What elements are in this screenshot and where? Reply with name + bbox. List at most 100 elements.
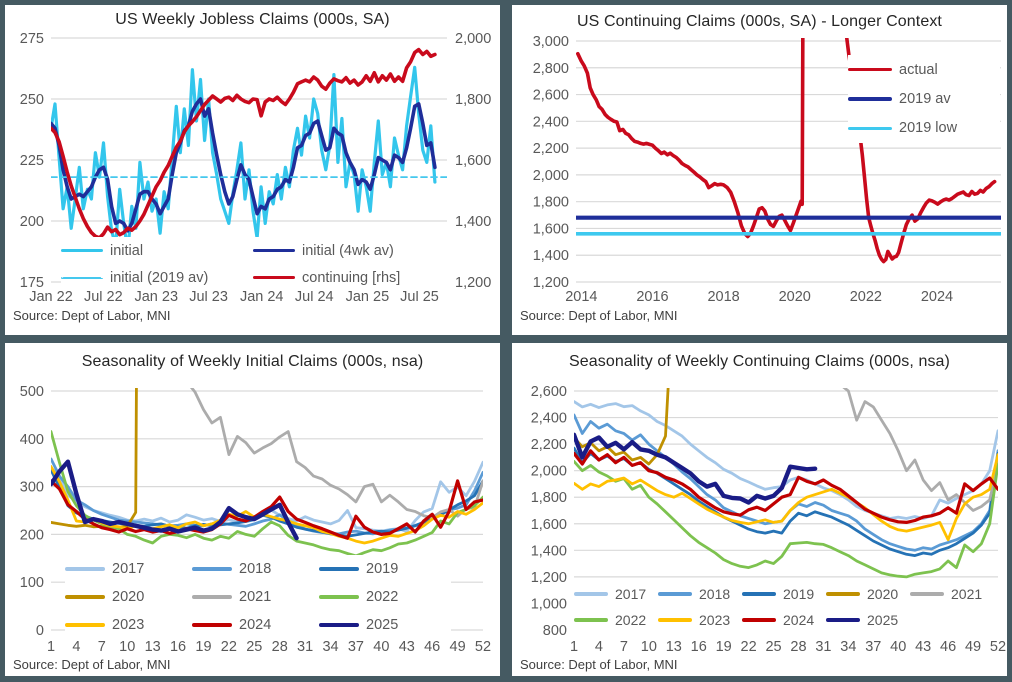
line-swatch (319, 595, 359, 599)
svg-text:1,200: 1,200 (455, 275, 491, 291)
svg-text:1,800: 1,800 (455, 92, 491, 108)
legend-label: 2025 (366, 617, 399, 633)
legend-label: 2022 (366, 589, 399, 605)
legend-item-2022: 2022 (574, 612, 658, 628)
svg-text:2,000: 2,000 (531, 464, 567, 480)
series-line-2021 (842, 388, 998, 512)
line-swatch (253, 275, 295, 280)
legend-label: 2018 (239, 561, 272, 577)
line-swatch (65, 567, 105, 571)
svg-text:43: 43 (399, 639, 415, 655)
line-swatch (61, 248, 103, 253)
x-axis-labels: 1 4 7 10 13 16 19 22 25 28 31 34 37 40 43 46 49 52 (570, 639, 1006, 655)
svg-text:275: 275 (20, 31, 44, 47)
series-line-2022 (51, 430, 483, 558)
svg-text:1,200: 1,200 (533, 275, 569, 291)
svg-text:2016: 2016 (636, 289, 668, 305)
legend-seasonality-continuing: 2017 2018 2019 2020 2021 2022 2023 2024 2025 (574, 581, 998, 633)
svg-text:28: 28 (272, 639, 288, 655)
series-line-2020 (51, 388, 138, 530)
chart-canvas-weekly-jobless: 175 200 225 250 275 1,200 1,400 1,600 1,800 2,000… (20, 31, 492, 305)
chart-title: Seasonality of Weekly Continuing Claims … (569, 353, 950, 370)
series-line-2017 (574, 400, 998, 520)
svg-text:0: 0 (36, 623, 44, 639)
svg-text:10: 10 (119, 639, 135, 655)
svg-text:2,600: 2,600 (533, 88, 569, 104)
y-axis-labels: 0 100 200 300 400 500 (20, 384, 44, 639)
svg-text:1,800: 1,800 (533, 195, 569, 211)
line-swatch (826, 617, 860, 623)
series-line-2021 (189, 388, 483, 520)
svg-text:46: 46 (940, 639, 956, 655)
svg-text:52: 52 (990, 639, 1006, 655)
svg-text:2,400: 2,400 (531, 411, 567, 427)
legend-label: 2020 (867, 586, 899, 602)
legend-seasonality-initial: 2017 2018 2019 2020 2021 2022 2023 2024 2025 (65, 555, 451, 639)
legend-label: 2017 (112, 561, 145, 577)
legend-item-initial-2019-av-: initial (2019 av) (61, 270, 253, 286)
svg-text:Jan 22: Jan 22 (29, 289, 73, 305)
series-line-2022 (574, 460, 998, 579)
svg-text:1,600: 1,600 (455, 153, 491, 169)
legend-item-2024: 2024 (742, 612, 826, 628)
y-axis-labels: 800 1,000 1,200 1,400 1,600 1,800 2,000 2,200 2,… (531, 384, 567, 639)
svg-text:1,400: 1,400 (533, 248, 569, 264)
svg-text:25: 25 (765, 639, 781, 655)
svg-text:22: 22 (221, 639, 237, 655)
svg-text:Jul 23: Jul 23 (189, 289, 228, 305)
legend-label: 2023 (112, 617, 145, 633)
svg-text:52: 52 (475, 639, 491, 655)
svg-text:Jul 22: Jul 22 (84, 289, 123, 305)
legend-continuing-context: actual 2019 av 2019 low (848, 55, 1000, 143)
series-line-2023 (51, 465, 483, 545)
chart-canvas-continuing-context: 1,200 1,400 1,600 1,800 2,000 2,200 2,400 2,600… (533, 34, 1001, 305)
legend-item-2022: 2022 (319, 589, 446, 605)
svg-text:40: 40 (373, 639, 389, 655)
legend-item-2018: 2018 (192, 561, 319, 577)
svg-text:2,000: 2,000 (533, 168, 569, 184)
svg-text:13: 13 (666, 639, 682, 655)
legend-item-2017: 2017 (65, 561, 192, 577)
series-line-2024 (574, 449, 998, 524)
svg-text:34: 34 (840, 639, 856, 655)
svg-text:7: 7 (620, 639, 628, 655)
svg-text:225: 225 (20, 153, 44, 169)
panel-continuing-context: US Continuing Claims (000s, SA) - Longer… (512, 5, 1007, 335)
svg-text:2018: 2018 (707, 289, 739, 305)
legend-item-2021: 2021 (192, 589, 319, 605)
legend-item-2020: 2020 (826, 586, 910, 602)
line-swatch (848, 67, 892, 72)
svg-text:13: 13 (145, 639, 161, 655)
svg-text:1,800: 1,800 (531, 490, 567, 506)
svg-text:28: 28 (790, 639, 806, 655)
svg-text:2,200: 2,200 (531, 437, 567, 453)
svg-text:4: 4 (595, 639, 603, 655)
legend-label: initial (4wk av) (302, 242, 394, 259)
legend-item-2019: 2019 (319, 561, 446, 577)
svg-text:2,600: 2,600 (531, 384, 567, 400)
svg-text:2020: 2020 (779, 289, 811, 305)
svg-text:31: 31 (815, 639, 831, 655)
legend-label: 2024 (783, 612, 815, 628)
svg-text:49: 49 (965, 639, 981, 655)
panel-seasonality-initial: Seasonality of Weekly Initial Claims (00… (5, 343, 500, 676)
line-swatch (253, 248, 295, 253)
line-swatch (192, 595, 232, 599)
svg-text:800: 800 (543, 623, 567, 639)
legend-label: 2025 (867, 612, 899, 628)
line-swatch (319, 567, 359, 571)
legend-item-2017: 2017 (574, 586, 658, 602)
legend-item-2019-av: 2019 av (848, 91, 988, 107)
legend-label: 2017 (615, 586, 647, 602)
chart-area-seasonality-continuing: 800 1,000 1,200 1,400 1,600 1,800 2,000 2,200 2,… (512, 343, 1007, 676)
line-swatch (574, 592, 608, 596)
legend-label: 2019 (366, 561, 399, 577)
y-axis-labels: 1,200 1,400 1,600 1,800 2,000 2,200 2,400 2,600… (533, 34, 569, 291)
legend-item-2018: 2018 (658, 586, 742, 602)
legend-item-2025: 2025 (826, 612, 910, 628)
svg-text:2014: 2014 (565, 289, 597, 305)
svg-text:1: 1 (47, 639, 55, 655)
series-line-2023 (574, 453, 998, 542)
line-swatch (742, 618, 776, 622)
